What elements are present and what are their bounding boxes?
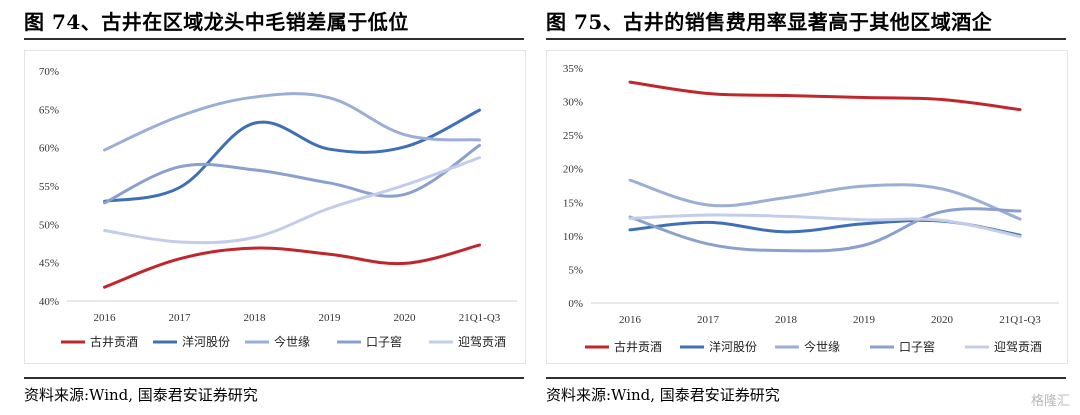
x-tick-label: 2017 — [169, 312, 192, 324]
x-tick-label: 2020 — [931, 314, 954, 326]
y-tick-label: 65% — [39, 104, 59, 116]
figure-75-source: 资料来源:Wind, 国泰君安证券研究 — [546, 386, 780, 404]
source-rule — [546, 377, 1066, 379]
title-rule — [24, 38, 524, 40]
legend-item: 今世缘 — [245, 334, 310, 349]
y-tick-label: 45% — [39, 258, 59, 270]
x-tick-label: 2019 — [853, 314, 876, 326]
legend-item: 口子窖 — [337, 334, 402, 349]
watermark-logo: 格隆汇 — [1030, 394, 1070, 409]
series-line-4 — [628, 207, 1022, 253]
x-tick-label: 2017 — [697, 314, 720, 326]
title-rule — [546, 38, 1066, 40]
series-line-5 — [628, 213, 1022, 239]
series-line-4 — [103, 143, 481, 205]
legend-item: 迎驾贡酒 — [965, 340, 1042, 354]
series-line-2 — [103, 108, 481, 203]
legend-label: 洋河股份 — [182, 334, 230, 349]
figure-75-title: 图 75、古井的销售费用率显著高于其他区域酒企 — [546, 10, 993, 34]
y-tick-label: 30% — [563, 97, 583, 109]
series-line-3 — [628, 178, 1022, 221]
y-tick-label: 0% — [568, 298, 583, 310]
y-tick-label: 20% — [563, 164, 583, 176]
y-tick-label: 55% — [39, 181, 59, 193]
legend-item: 古井贡酒 — [585, 339, 662, 354]
legend-label: 迎驾贡酒 — [458, 335, 506, 349]
source-rule — [24, 377, 524, 379]
x-tick-label: 2016 — [94, 312, 117, 324]
x-tick-label: 2016 — [619, 314, 642, 326]
legend-label: 今世缘 — [274, 334, 310, 349]
legend-item: 古井贡酒 — [61, 334, 138, 349]
legend-item: 洋河股份 — [680, 339, 757, 354]
x-tick-label: 2018 — [244, 312, 267, 324]
legend-label: 迎驾贡酒 — [994, 340, 1042, 354]
y-tick-label: 10% — [563, 231, 583, 243]
chart-75: 0% 5% 10% 15% 20% 25% 30% 35% 2016 2017 2018 2019 20… — [563, 63, 1059, 354]
chart-74-frame: 40% 45% 50% 55% 60% 65% 70% 2016 2017 2018 2019 202… — [24, 50, 526, 364]
figure-74-title: 图 74、古井在区域龙头中毛销差属于低位 — [24, 10, 409, 34]
series-line-1 — [628, 80, 1022, 112]
legend-label: 洋河股份 — [709, 339, 757, 354]
x-tick-label: 21Q1-Q3 — [459, 312, 501, 324]
y-tick-label: 60% — [39, 143, 59, 155]
y-tick-label: 70% — [39, 66, 59, 78]
y-tick-label: 40% — [39, 296, 59, 308]
legend-label: 今世缘 — [804, 339, 840, 354]
legend-label: 口子窖 — [899, 339, 935, 354]
y-tick-label: 25% — [563, 130, 583, 142]
legend-item: 洋河股份 — [153, 334, 230, 349]
figure-75-panel: 图 75、古井的销售费用率显著高于其他区域酒企 0% 5% 10% 15% 20% 25%… — [540, 0, 1080, 415]
x-tick-label: 2018 — [775, 314, 798, 326]
figure-74-panel: 图 74、古井在区域龙头中毛销差属于低位 40% 45% 50% 55% 60% 65% 7… — [0, 0, 528, 415]
x-tick-label: 2019 — [319, 312, 342, 324]
y-tick-label: 5% — [568, 264, 583, 276]
legend-label: 口子窖 — [366, 334, 402, 349]
legend-label: 古井贡酒 — [90, 334, 138, 349]
y-tick-label: 35% — [563, 63, 583, 75]
figure-74-source: 资料来源:Wind, 国泰君安证券研究 — [24, 386, 258, 404]
y-tick-label: 50% — [39, 219, 59, 231]
y-tick-label: 15% — [563, 197, 583, 209]
x-tick-label: 21Q1-Q3 — [999, 314, 1041, 326]
series-line-3 — [103, 92, 481, 152]
legend-item: 今世缘 — [775, 339, 840, 354]
legend-item: 口子窖 — [870, 339, 935, 354]
series-line-5 — [103, 156, 481, 245]
legend-label: 古井贡酒 — [614, 339, 662, 354]
chart-75-frame: 0% 5% 10% 15% 20% 25% 30% 35% 2016 2017 2018 2019 20… — [546, 50, 1068, 364]
chart-74: 40% 45% 50% 55% 60% 65% 70% 2016 2017 2018 2019 202… — [39, 66, 517, 349]
series-line-1 — [103, 243, 481, 289]
legend-item: 迎驾贡酒 — [429, 335, 506, 349]
x-tick-label: 2020 — [394, 312, 417, 324]
